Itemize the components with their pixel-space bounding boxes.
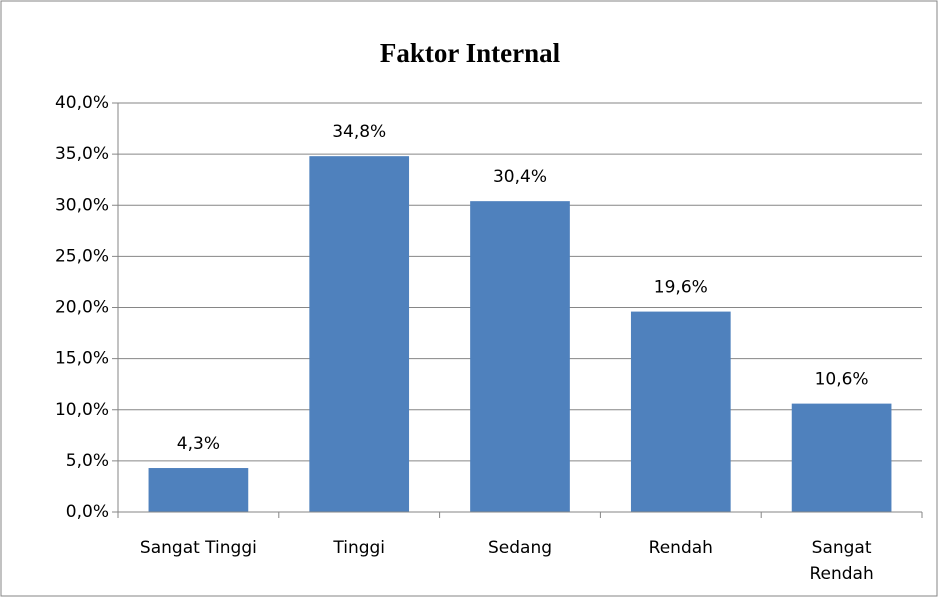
y-tick-label: 0,0% — [66, 502, 109, 522]
data-label: 19,6% — [654, 278, 708, 298]
bar — [791, 403, 892, 512]
y-tick-label: 30,0% — [55, 195, 109, 215]
x-tick-label: Sedang — [488, 538, 552, 558]
y-tick-label: 35,0% — [55, 144, 109, 164]
bar — [470, 201, 570, 512]
y-tick-label: 25,0% — [55, 246, 109, 266]
data-label: 4,3% — [177, 434, 220, 454]
x-tick-label: Sangat Rendah — [809, 538, 873, 584]
y-tick-label: 20,0% — [55, 298, 109, 318]
data-label: 10,6% — [815, 370, 869, 390]
chart-title: Faktor Internal — [380, 38, 561, 68]
x-tick-label: Sangat Tinggi — [140, 538, 257, 558]
y-tick-label: 5,0% — [66, 451, 109, 471]
y-tick-label: 10,0% — [55, 400, 109, 420]
x-tick-label: Rendah — [649, 538, 713, 558]
data-label: 34,8% — [332, 122, 386, 142]
x-tick-label: Tinggi — [332, 538, 385, 558]
bar — [309, 156, 410, 513]
data-label: 30,4% — [493, 167, 547, 187]
y-tick-label: 40,0% — [55, 93, 109, 113]
bar — [148, 468, 249, 512]
bar — [630, 311, 731, 512]
y-tick-label: 15,0% — [55, 349, 109, 369]
